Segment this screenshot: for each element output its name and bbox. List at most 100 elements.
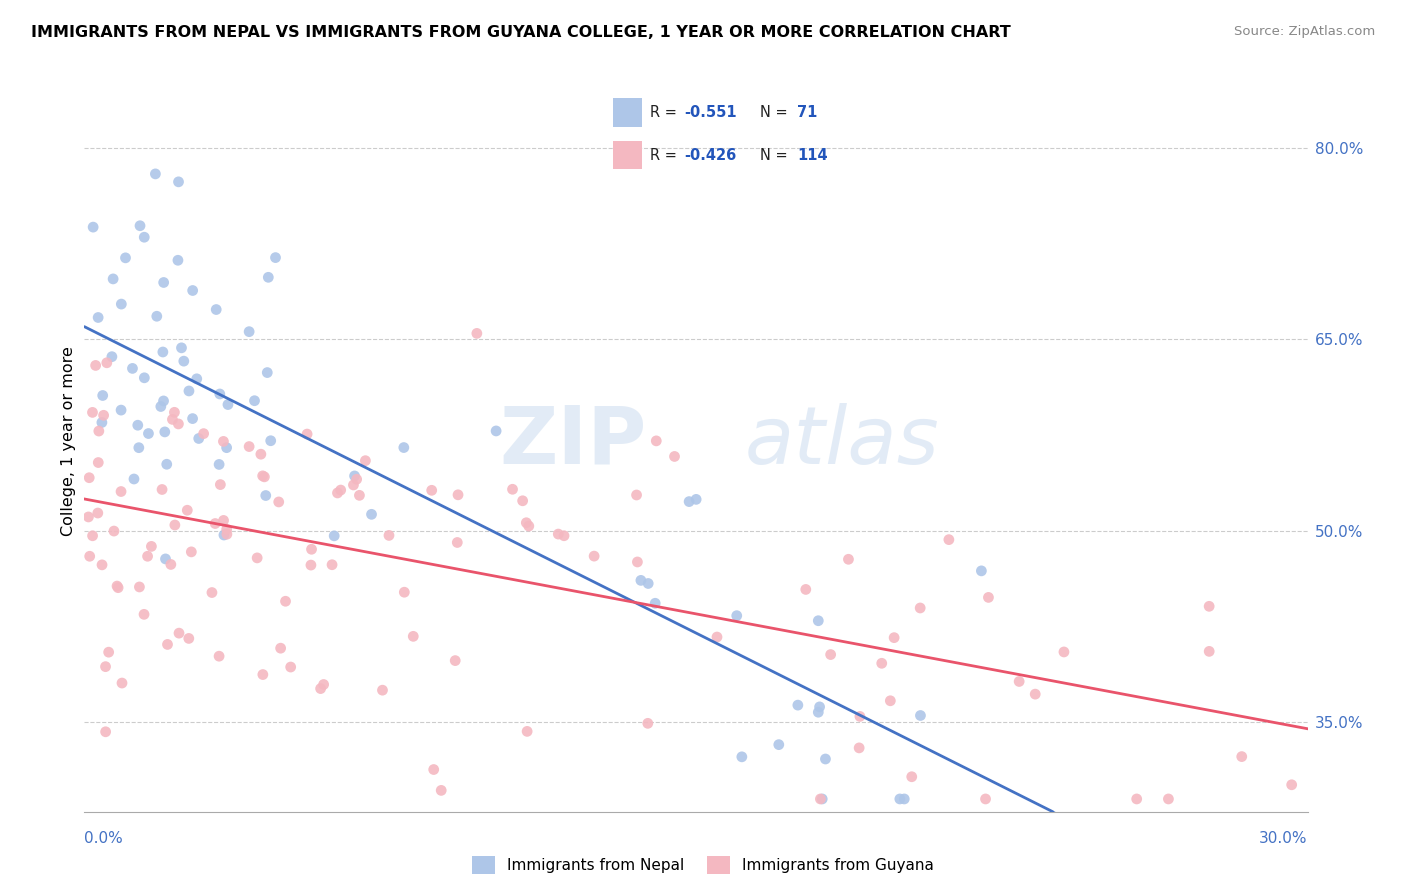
Text: IMMIGRANTS FROM NEPAL VS IMMIGRANTS FROM GUYANA COLLEGE, 1 YEAR OR MORE CORRELAT: IMMIGRANTS FROM NEPAL VS IMMIGRANTS FROM… xyxy=(31,25,1011,40)
Point xyxy=(257,270,280,285)
Point xyxy=(160,558,183,572)
Point xyxy=(264,251,287,265)
Point xyxy=(342,478,364,492)
Point xyxy=(553,529,575,543)
Point xyxy=(910,708,932,723)
Text: 0.0%: 0.0% xyxy=(84,830,124,846)
Point xyxy=(637,716,659,731)
Text: 71: 71 xyxy=(797,105,817,120)
Point xyxy=(378,528,401,542)
Point xyxy=(128,580,150,594)
Text: 114: 114 xyxy=(797,148,828,162)
Text: N =: N = xyxy=(759,148,792,162)
Point xyxy=(343,469,366,483)
Point xyxy=(163,518,186,533)
Point xyxy=(811,792,834,806)
Point xyxy=(977,591,1000,605)
Point xyxy=(346,472,368,486)
Point xyxy=(121,361,143,376)
Point xyxy=(808,699,831,714)
Point xyxy=(446,535,468,549)
Point xyxy=(1230,749,1253,764)
Point xyxy=(349,488,371,502)
Point xyxy=(107,581,129,595)
Point xyxy=(204,516,226,531)
Point xyxy=(146,310,169,324)
Point xyxy=(879,694,901,708)
Point xyxy=(110,403,132,417)
Point xyxy=(256,366,278,380)
Point xyxy=(209,477,232,491)
Point xyxy=(152,345,174,359)
Point xyxy=(309,681,332,696)
Point xyxy=(678,494,700,508)
Point xyxy=(664,450,686,464)
Legend: Immigrants from Nepal, Immigrants from Guyana: Immigrants from Nepal, Immigrants from G… xyxy=(465,850,941,880)
Point xyxy=(883,631,905,645)
Point xyxy=(163,405,186,419)
Point xyxy=(87,506,110,520)
Text: R =: R = xyxy=(650,148,682,162)
Point xyxy=(430,783,453,797)
Point xyxy=(444,654,467,668)
Point xyxy=(1198,599,1220,614)
Point xyxy=(512,493,534,508)
Point xyxy=(848,740,870,755)
Point xyxy=(354,453,377,467)
Point xyxy=(77,510,100,524)
Point xyxy=(193,426,215,441)
Point xyxy=(814,752,837,766)
Point xyxy=(312,677,335,691)
Point xyxy=(127,418,149,433)
Point xyxy=(101,350,124,364)
Point xyxy=(167,626,190,640)
Point xyxy=(970,564,993,578)
Point xyxy=(706,630,728,644)
Point xyxy=(167,253,190,268)
Point xyxy=(420,483,443,498)
Point xyxy=(329,483,352,497)
Point xyxy=(150,483,173,497)
Point xyxy=(212,434,235,449)
Text: Source: ZipAtlas.com: Source: ZipAtlas.com xyxy=(1234,25,1375,38)
Point xyxy=(208,387,231,401)
Point xyxy=(517,519,540,533)
Point xyxy=(893,792,915,806)
Point xyxy=(326,486,349,500)
Text: N =: N = xyxy=(759,105,792,120)
Point xyxy=(731,749,754,764)
Point xyxy=(84,359,107,373)
Point xyxy=(1053,645,1076,659)
Point xyxy=(260,434,283,448)
Point xyxy=(238,325,260,339)
Point xyxy=(134,371,156,385)
Point xyxy=(274,594,297,608)
Point xyxy=(725,608,748,623)
Point xyxy=(516,724,538,739)
Point xyxy=(132,607,155,622)
Point xyxy=(626,488,648,502)
Point xyxy=(177,632,200,646)
Point xyxy=(110,297,132,311)
Text: -0.551: -0.551 xyxy=(685,105,737,120)
Point xyxy=(122,472,145,486)
Text: 30.0%: 30.0% xyxy=(1260,830,1308,846)
Point xyxy=(87,424,110,438)
Point xyxy=(167,417,190,431)
Point xyxy=(849,709,872,723)
Point xyxy=(295,427,318,442)
Point xyxy=(82,529,104,543)
Point xyxy=(626,555,648,569)
Point xyxy=(238,440,260,454)
Point xyxy=(180,545,202,559)
Point xyxy=(1281,778,1303,792)
Point xyxy=(794,582,817,597)
Point xyxy=(215,441,238,455)
Point xyxy=(250,447,273,461)
Point xyxy=(79,549,101,564)
Point xyxy=(114,251,136,265)
Point xyxy=(94,724,117,739)
Point xyxy=(392,441,415,455)
Point xyxy=(938,533,960,547)
Point xyxy=(128,441,150,455)
